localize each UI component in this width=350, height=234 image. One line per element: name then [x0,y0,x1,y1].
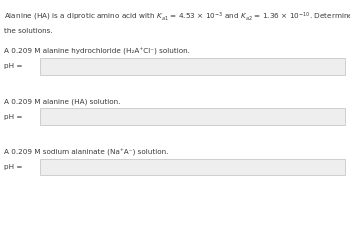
FancyBboxPatch shape [40,108,345,125]
Text: A 0.209 M alanine hydrochloride (H₂A⁺Cl⁻) solution.: A 0.209 M alanine hydrochloride (H₂A⁺Cl⁻… [4,48,189,55]
Text: A 0.209 M alanine (HA) solution.: A 0.209 M alanine (HA) solution. [4,98,120,105]
Text: the solutions.: the solutions. [4,28,52,34]
Text: A 0.209 M sodium alaninate (Na⁺A⁻) solution.: A 0.209 M sodium alaninate (Na⁺A⁻) solut… [4,149,168,156]
Text: Alanine (HA) is a diprotic amino acid with $K_{a1}$ = 4.53 × 10$^{-3}$ and $K_{a: Alanine (HA) is a diprotic amino acid wi… [4,11,350,23]
Text: pH =: pH = [4,114,22,120]
FancyBboxPatch shape [40,159,345,176]
Text: pH =: pH = [4,164,22,170]
FancyBboxPatch shape [40,58,345,75]
Text: pH =: pH = [4,63,22,69]
